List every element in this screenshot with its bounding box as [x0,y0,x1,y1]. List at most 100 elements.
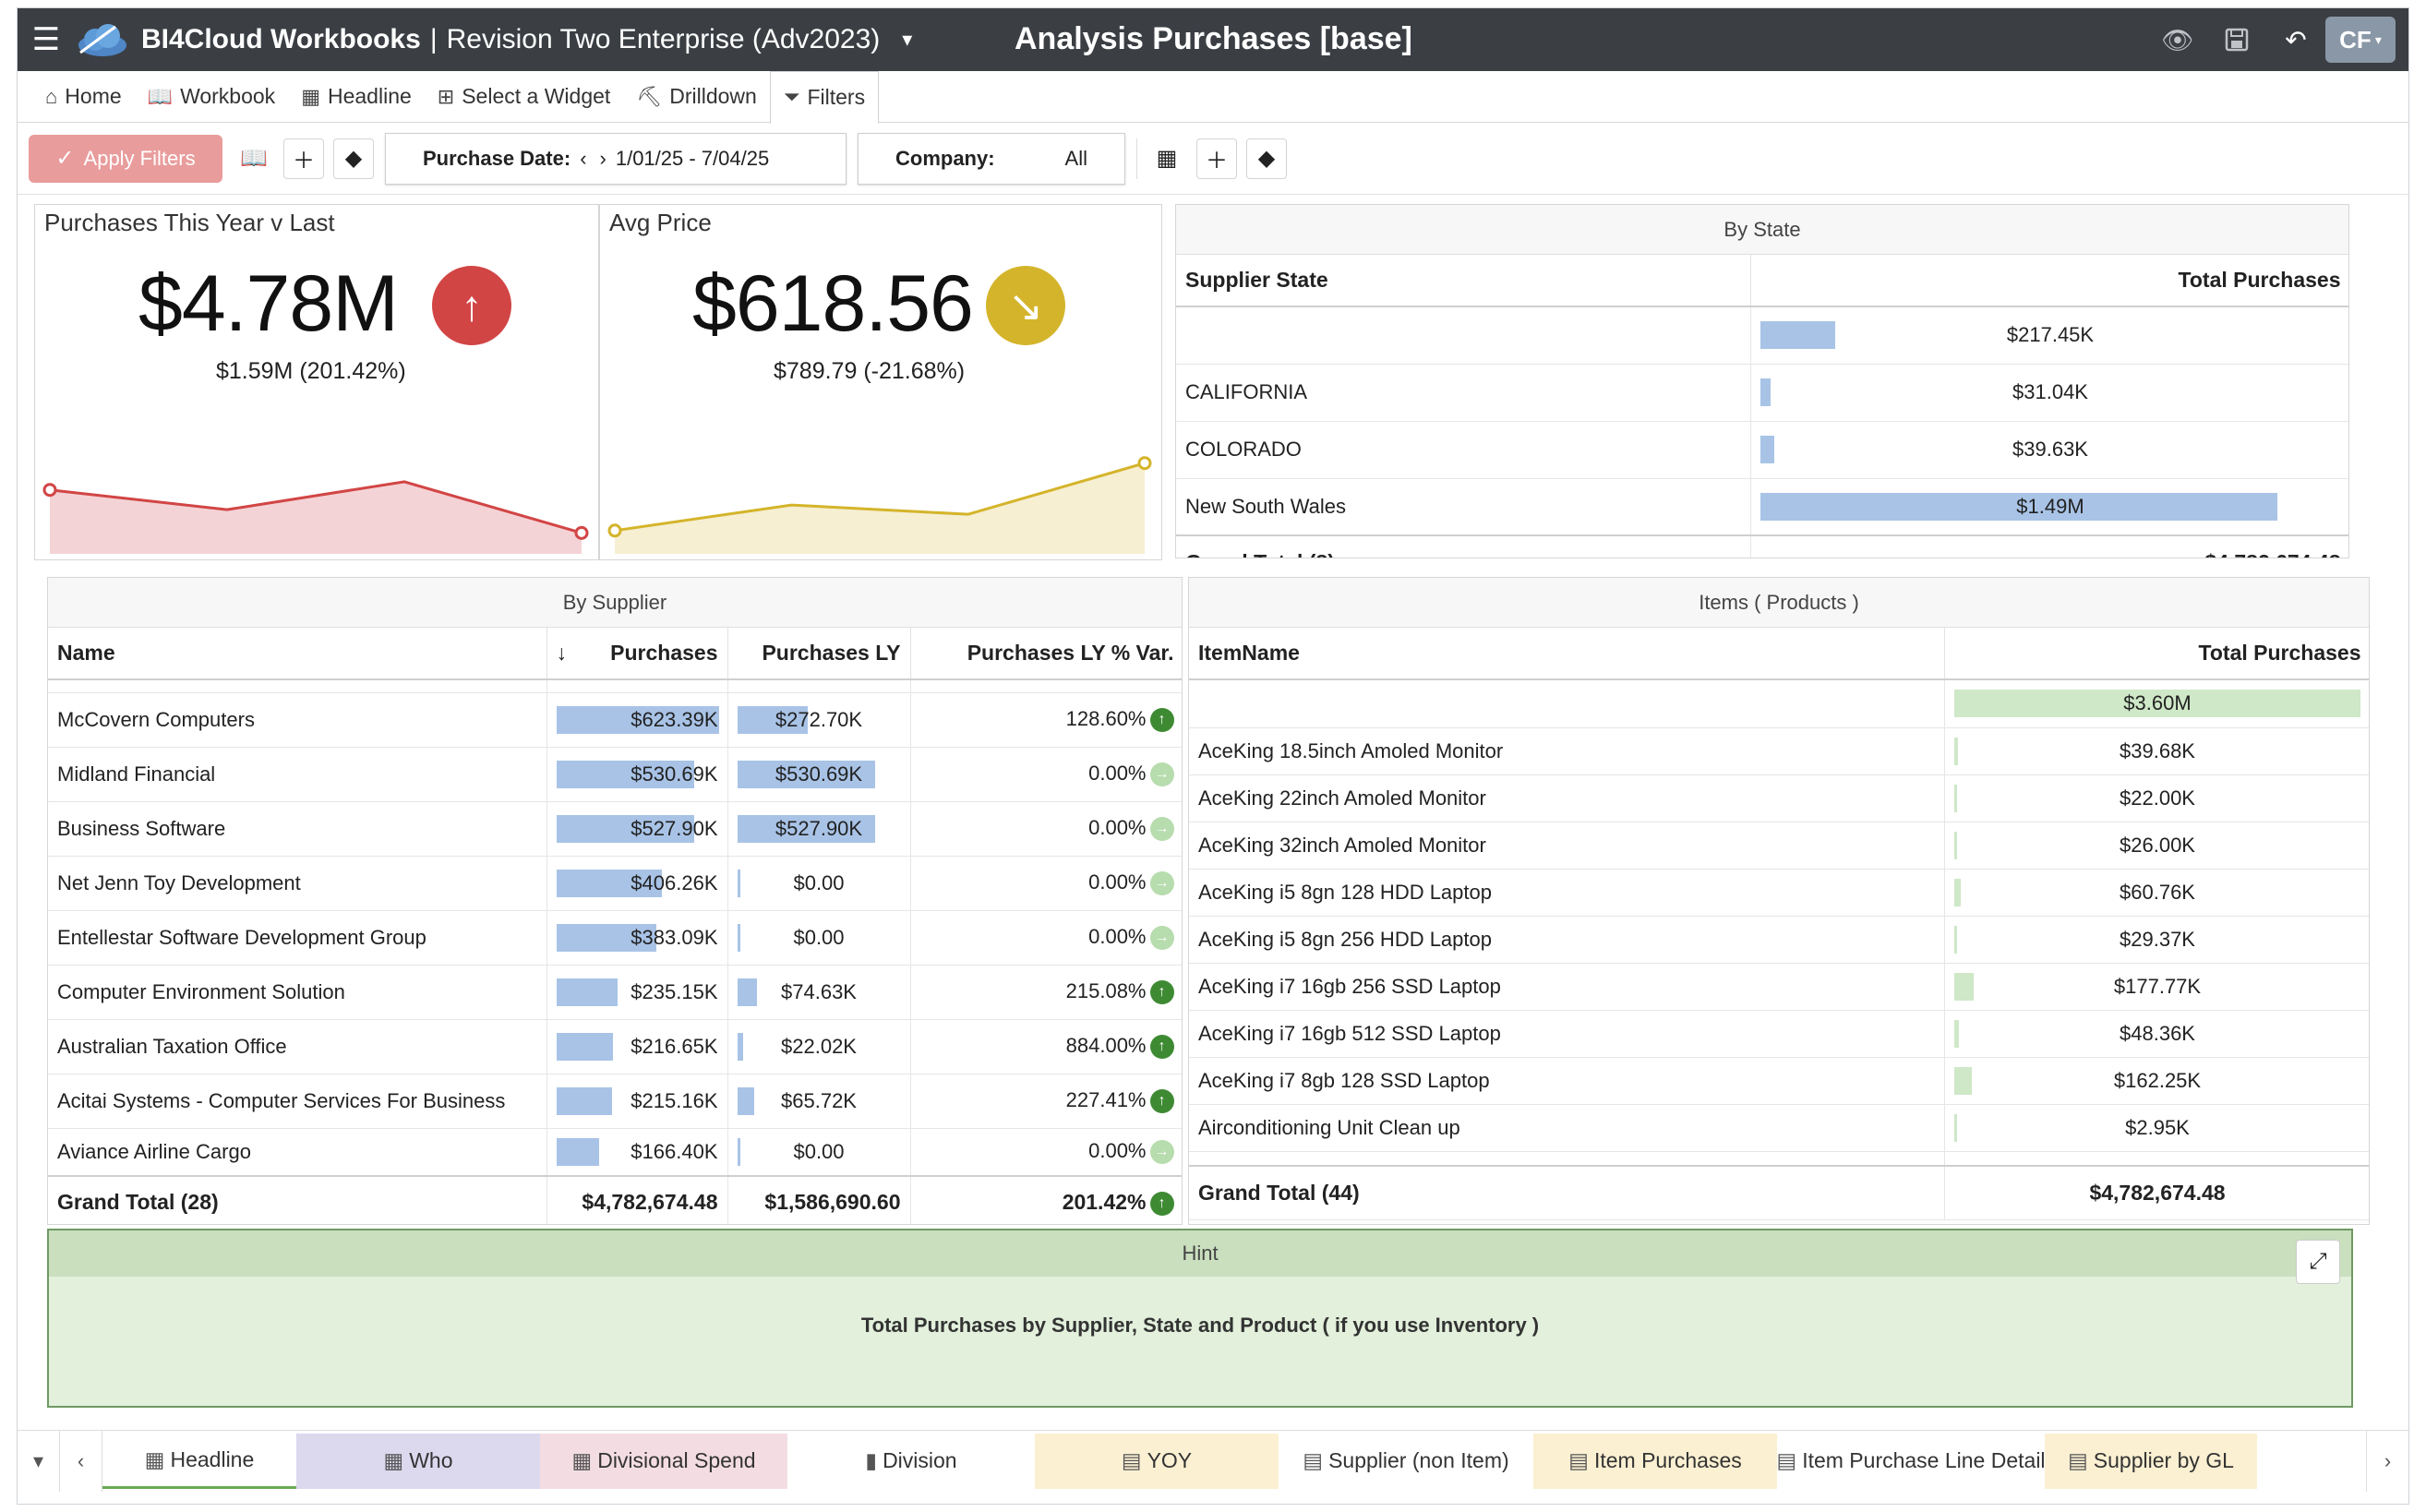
bottom-tab-item-purchases[interactable]: ▤ Item Purchases [1533,1433,1777,1489]
supplier-var: 215.08% ↑ [910,965,1182,1020]
sparkline-area [50,481,582,554]
tab-home[interactable]: ⌂ Home [45,84,122,108]
undo-icon[interactable]: ↶ [2285,25,2307,54]
by-state-panel[interactable]: By State Supplier State Total Purchases … [1175,204,2349,558]
chevron-left-icon[interactable]: ‹ [60,1430,102,1492]
column-header[interactable]: Purchases LY % Var. [910,628,1182,680]
table-row[interactable]: AceKing i7 16gb 512 SSD Laptop $48.36K [1189,1010,2369,1058]
chevron-right-icon[interactable]: › [2366,1430,2408,1492]
bottom-tab-who[interactable]: ▦ Who [296,1433,540,1489]
kpi-avg-price-panel[interactable]: Avg Price $618.56 ↘ $789.79 (-21.68%) [599,204,1162,560]
chevron-left-icon[interactable]: ‹ [580,146,587,170]
apply-filters-button[interactable]: ✓ Apply Filters [29,134,222,183]
table-row[interactable]: Midland Financial $530.69K $530.69K 0.00… [48,747,1182,802]
column-header[interactable]: Purchases LY [727,628,911,680]
grand-total-label: Grand Total (44) [1189,1165,1945,1220]
table-row[interactable]: Aviance Airline Cargo $166.40K $0.00 0.0… [48,1128,1182,1176]
by-supplier-panel[interactable]: By Supplier Name ↓ Purchases Purchases LY… [47,577,1183,1225]
table-row[interactable]: AceKing i5 8gn 256 HDD Laptop $29.37K [1189,916,2369,964]
tab-headline[interactable]: ▦ Headline [301,84,412,108]
table-row[interactable]: AceKing i7 8gb 128 SSD Laptop $162.25K [1189,1057,2369,1105]
table-row[interactable]: Airconditioning Unit Clean up $2.95K [1189,1104,2369,1152]
supplier-purchases: $406.26K [546,856,728,911]
revision-name[interactable]: Revision Two Enterprise (Adv2023) [446,24,881,54]
items-panel[interactable]: Items ( Products ) ItemName Total Purcha… [1188,577,2370,1225]
column-header[interactable]: Total Purchases [1750,255,2348,307]
kpi-value: $4.78M [138,259,399,348]
revision-dropdown-icon[interactable]: ▾ [902,28,913,51]
clear-filter-button[interactable]: ◆ [333,138,374,179]
bottom-tab-division[interactable]: ▮ Division [787,1433,1035,1489]
column-header[interactable]: Name [48,628,547,680]
table-row[interactable]: AceKing 32inch Amoled Monitor $26.00K [1189,822,2369,870]
item-total: $162.25K [1944,1057,2369,1105]
table-row[interactable]: Acitai Systems - Computer Services For B… [48,1074,1182,1129]
state-name [1176,306,1751,365]
table-row[interactable]: AceKing 18.5inch Amoled Monitor $39.68K [1189,727,2369,775]
table-icon: ▤ [2068,1448,2088,1472]
column-header-sorted[interactable]: ↓ Purchases [546,628,728,680]
table-row[interactable]: CALIFORNIA $31.04K [1176,364,2348,422]
table-row[interactable]: AceKing 22inch Amoled Monitor $22.00K [1189,774,2369,822]
eye-icon[interactable]: 👁 [2161,25,2194,54]
table-row[interactable]: Entellestar Software Development Group $… [48,910,1182,966]
trend-flat-icon: → [1149,762,1174,787]
grid-icon: ▦ [301,84,320,108]
bottom-tab-headline[interactable]: ▦ Headline [102,1433,296,1489]
clear-widget-button[interactable]: ◆ [1246,138,1287,179]
table-row[interactable]: Computer Environment Solution $235.15K $… [48,965,1182,1020]
item-name [1189,679,1945,728]
table-row[interactable]: $3.60M [1189,679,2369,728]
table-row[interactable]: McCovern Computers $623.39K $272.70K 128… [48,692,1182,748]
tab-select-widget[interactable]: ⊞ Select a Widget [437,84,611,108]
column-header[interactable]: ItemName [1189,628,1945,680]
purchase-date-filter[interactable]: Purchase Date: ‹ › 1/01/25 - 7/04/25 [385,132,847,185]
tab-filters[interactable]: ⏷ Filters [769,70,880,124]
layout-grid-button[interactable]: ▦ [1147,138,1187,179]
expand-icon[interactable]: ⤢ [2296,1240,2340,1284]
item-bar [1953,831,1957,859]
user-avatar[interactable]: CF ▾ [2325,17,2396,63]
purchases-bar [556,1086,613,1115]
trend-flat-icon: → [1149,817,1174,842]
item-name: AceKing 32inch Amoled Monitor [1189,822,1945,870]
add-widget-button[interactable]: ＋ [1196,138,1237,179]
grand-total-ly: $1,586,690.60 [727,1174,911,1224]
table-row[interactable]: Australian Taxation Office $216.65K $22.… [48,1019,1182,1074]
tabs-menu-caret-icon[interactable]: ▾ [18,1430,60,1492]
home-icon: ⌂ [45,84,58,108]
table-row[interactable]: Net Jenn Toy Development $406.26K $0.00 … [48,856,1182,911]
kpi-purchases-panel[interactable]: Purchases This Year v Last $4.78M ↑ $1.5… [34,204,599,560]
grid-icon: ▦ [571,1448,593,1472]
bottom-tab-item-purchase-line-detail[interactable]: ▤ Item Purchase Line Detail [1776,1433,2046,1489]
book-filter-button[interactable]: 📖 [234,138,274,179]
table-row[interactable]: $217.45K [1176,306,2348,365]
title-bar: ☰ BI4Cloud Workbooks | Revision Two Enter… [18,8,2408,71]
item-bar [1953,878,1961,906]
purchases-bar [556,869,663,897]
table-row[interactable]: AceKing i5 8gn 128 HDD Laptop $60.76K [1189,869,2369,917]
table-row[interactable]: AceKing i7 16gb 256 SSD Laptop $177.77K [1189,963,2369,1011]
add-filter-button[interactable]: ＋ [283,138,324,179]
bottom-tab-yoy[interactable]: ▤ YOY [1035,1433,1279,1489]
column-header[interactable]: Total Purchases [1944,628,2369,680]
bottom-tab-supplier-non-item[interactable]: ▤ Supplier (non Item) [1279,1433,1533,1489]
tab-workbook[interactable]: 📖 Workbook [147,84,276,108]
bottom-tab-supplier-by-gl[interactable]: ▤ Supplier by GL [2045,1433,2257,1489]
table-row[interactable]: COLORADO $39.63K [1176,421,2348,479]
company-filter[interactable]: Company: All [858,132,1125,185]
table-row[interactable]: New South Wales $1.49M [1176,478,2348,536]
main-tab-bar: ⌂ Home 📖 Workbook ▦ Headline ⊞ Select a Widg… [18,70,2408,124]
grand-total-label: Grand Total (8) [1176,534,1751,558]
trend-flat-icon: → [1149,871,1174,896]
bottom-tab-divisional-spend[interactable]: ▦ Divisional Spend [540,1433,787,1489]
table-row[interactable]: Business Software $527.90K $527.90K 0.00… [48,801,1182,857]
supplier-name: Entellestar Software Development Group [48,910,547,966]
hamburger-menu-icon[interactable]: ☰ [31,22,61,57]
tab-drilldown[interactable]: ⛏ Drilldown [636,84,757,108]
column-header[interactable]: Supplier State [1176,255,1751,307]
chevron-right-icon[interactable]: › [599,146,606,170]
grand-total-row: Grand Total (8) $4,782,674.48 [1176,534,2348,558]
save-icon[interactable] [2207,28,2266,52]
supplier-purchases-ly: $74.63K [727,965,911,1020]
